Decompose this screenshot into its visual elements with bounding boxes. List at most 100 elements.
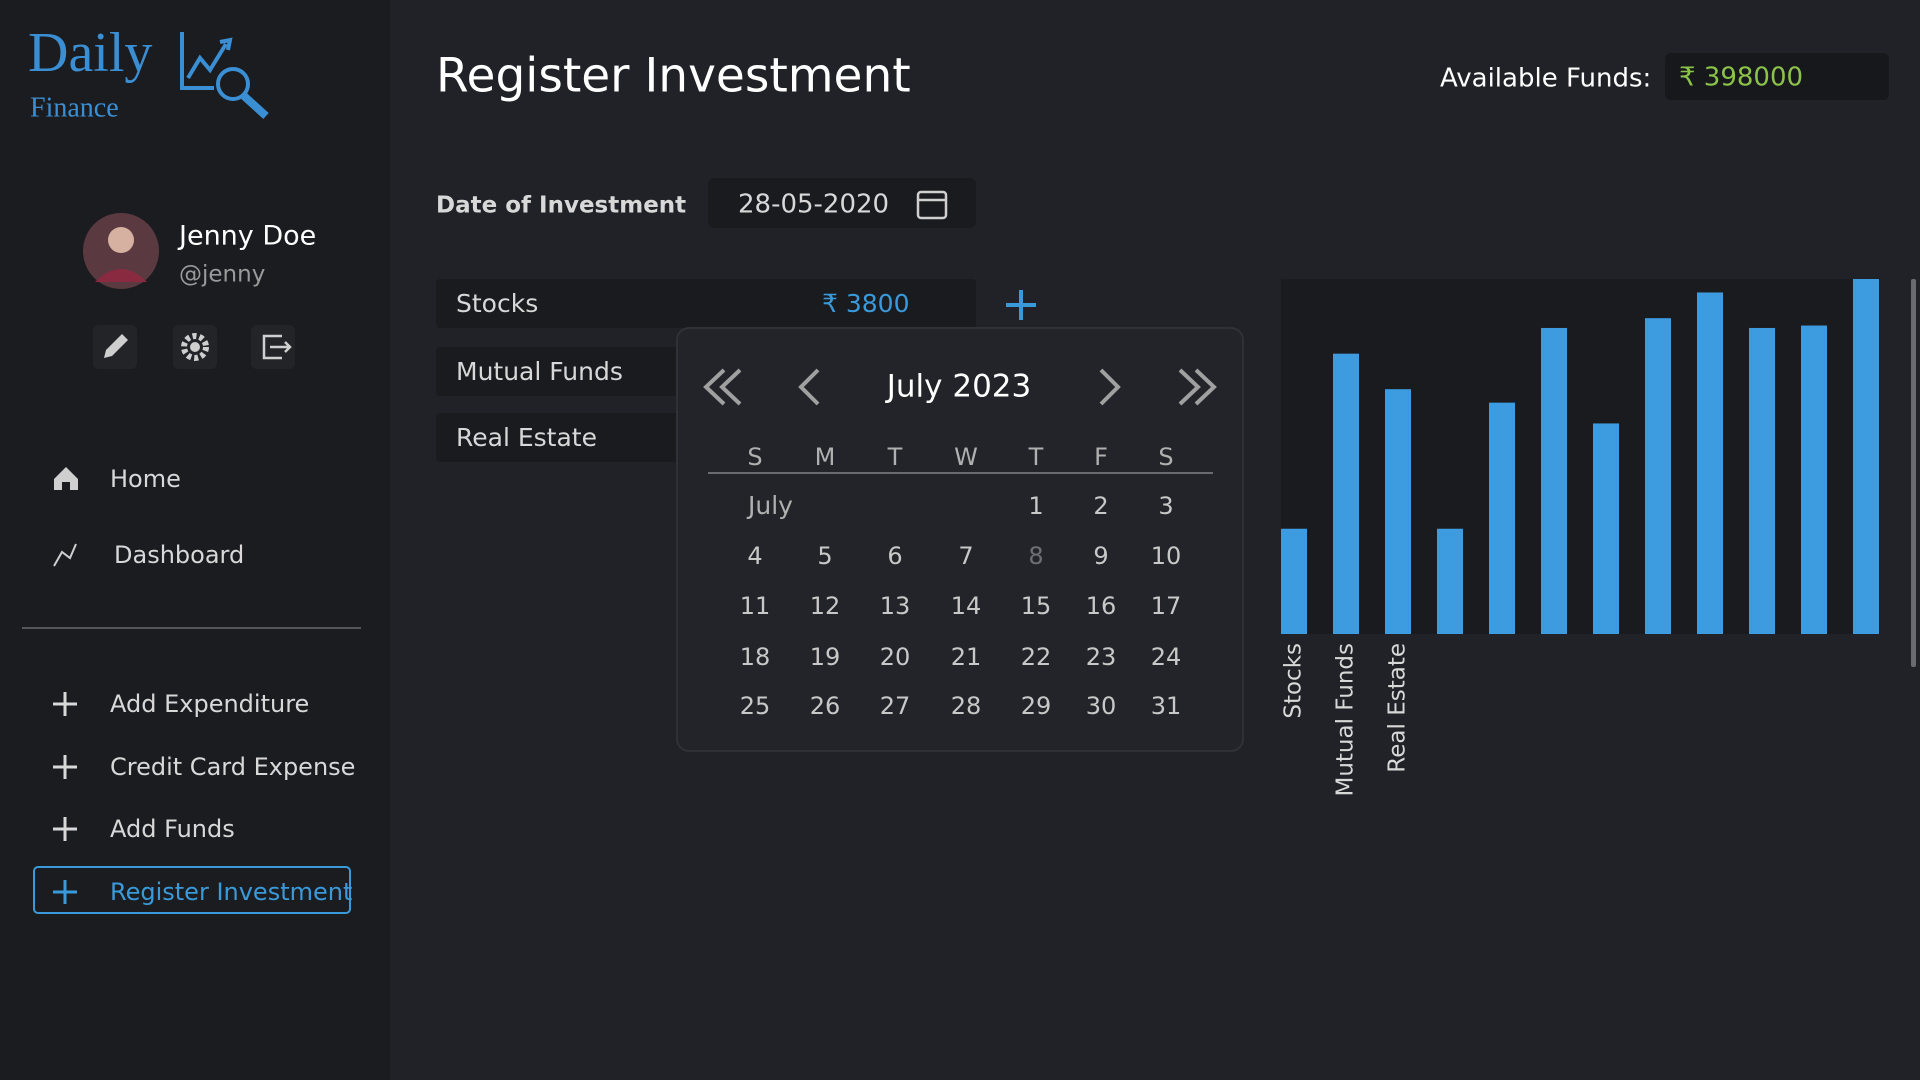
next-year[interactable] xyxy=(1178,368,1217,406)
row-name: Stocks xyxy=(456,289,538,318)
weekday: M xyxy=(815,443,836,471)
weekday: S xyxy=(747,443,762,471)
add-row-button[interactable] xyxy=(1006,290,1036,320)
day[interactable]: 21 xyxy=(951,643,982,671)
edit-icon xyxy=(104,334,128,358)
month-label: July xyxy=(746,491,793,520)
logo-subtitle: Finance xyxy=(30,92,119,123)
page-title: Register Investment xyxy=(436,49,911,104)
bar xyxy=(1541,327,1567,634)
user-name: Jenny Doe xyxy=(177,221,316,252)
calendar-nav xyxy=(703,368,1217,406)
chart-area xyxy=(1281,279,1880,634)
action-item[interactable]: Add Expenditure xyxy=(110,690,309,718)
weekday: T xyxy=(887,443,903,471)
plus-icon xyxy=(53,817,77,841)
action-list: Add Expenditure Credit Card Expense Add Fu… xyxy=(33,690,355,914)
action-item[interactable]: Credit Card Expense xyxy=(110,753,355,781)
bar xyxy=(1853,279,1879,634)
day[interactable]: 16 xyxy=(1086,592,1117,620)
day[interactable]: 24 xyxy=(1151,643,1182,671)
bar xyxy=(1333,353,1359,634)
day[interactable]: 31 xyxy=(1151,692,1182,720)
day[interactable]: 13 xyxy=(880,592,911,620)
funds-label: Available Funds: xyxy=(1440,64,1651,94)
day[interactable]: 29 xyxy=(1021,692,1052,720)
user-handle: @jenny xyxy=(179,262,265,288)
avatar-face xyxy=(108,227,134,253)
date-input[interactable] xyxy=(708,178,976,228)
day[interactable]: 23 xyxy=(1086,643,1117,671)
day[interactable]: 3 xyxy=(1158,492,1173,520)
calendar-icon[interactable] xyxy=(916,190,948,220)
day[interactable]: 5 xyxy=(817,542,832,570)
calendar-popover xyxy=(676,327,1244,752)
chart: Stocks Mutual Funds Real Estate xyxy=(1281,279,1879,797)
action-item[interactable]: Add Funds xyxy=(110,815,235,843)
day[interactable]: 15 xyxy=(1021,592,1052,620)
day[interactable]: 27 xyxy=(880,692,911,720)
day[interactable]: 4 xyxy=(747,542,762,570)
bar xyxy=(1489,402,1515,634)
day[interactable]: 14 xyxy=(951,592,982,620)
day[interactable]: 8 xyxy=(1028,542,1043,570)
weekday: W xyxy=(954,443,978,471)
prev-month[interactable] xyxy=(798,368,820,406)
day[interactable]: 26 xyxy=(810,692,841,720)
active-item-box xyxy=(33,866,351,914)
plus-icon xyxy=(53,880,77,904)
day[interactable]: 10 xyxy=(1151,542,1182,570)
weekday: F xyxy=(1094,443,1108,471)
day[interactable]: 25 xyxy=(740,692,771,720)
day[interactable]: 19 xyxy=(810,643,841,671)
date-label: Date of Investment xyxy=(436,193,686,219)
funds-value: ₹ 398000 xyxy=(1679,63,1803,93)
bar xyxy=(1697,292,1723,634)
nav-item[interactable]: Dashboard xyxy=(114,541,244,569)
day[interactable]: 22 xyxy=(1021,643,1052,671)
logo-icon xyxy=(180,32,269,119)
profile-actions xyxy=(93,325,295,369)
bar xyxy=(1593,423,1619,634)
scrollbar[interactable] xyxy=(1911,279,1916,667)
day[interactable]: 6 xyxy=(887,542,902,570)
nav-item[interactable]: Home xyxy=(110,465,181,493)
bar xyxy=(1281,528,1307,634)
settings-icon-core xyxy=(190,342,200,352)
date-value: 28-05-2020 xyxy=(738,190,889,220)
funds-box xyxy=(1665,53,1889,100)
plus-icon xyxy=(53,755,77,779)
action-item[interactable]: Register Investment xyxy=(110,878,352,906)
day[interactable]: 17 xyxy=(1151,592,1182,620)
row-name: Real Estate xyxy=(456,423,597,452)
bar xyxy=(1645,318,1671,634)
dashboard-icon xyxy=(53,543,77,567)
x-tick-label: Stocks xyxy=(1281,643,1307,719)
day[interactable]: 28 xyxy=(951,692,982,720)
day[interactable]: 2 xyxy=(1093,492,1108,520)
weekday: T xyxy=(1028,443,1044,471)
bar xyxy=(1385,389,1411,634)
day[interactable]: 30 xyxy=(1086,692,1117,720)
home-icon xyxy=(54,467,78,490)
day[interactable]: 7 xyxy=(958,542,973,570)
calendar-title: July 2023 xyxy=(885,369,1032,405)
day[interactable]: 1 xyxy=(1028,492,1043,520)
logo-title: Daily xyxy=(28,22,152,84)
prev-year[interactable] xyxy=(703,368,742,406)
investment-row[interactable] xyxy=(436,279,976,328)
day[interactable]: 20 xyxy=(880,643,911,671)
row-amount: ₹ 3800 xyxy=(822,289,909,318)
day[interactable]: 18 xyxy=(740,643,771,671)
next-month[interactable] xyxy=(1099,368,1121,406)
day[interactable]: 12 xyxy=(810,592,841,620)
x-tick-label: Mutual Funds xyxy=(1333,643,1359,797)
plus-icon xyxy=(53,692,77,716)
day[interactable]: 11 xyxy=(740,592,771,620)
day[interactable]: 9 xyxy=(1093,542,1108,570)
bar xyxy=(1437,528,1463,634)
avatar-body xyxy=(95,269,147,282)
